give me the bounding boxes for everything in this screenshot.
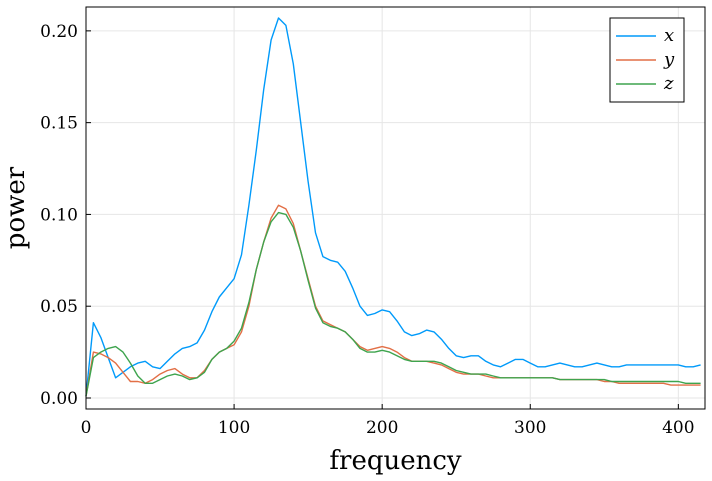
x-tick-label: 300 — [514, 418, 546, 438]
y-tick-label: 0.00 — [40, 389, 78, 409]
y-axis-label: power — [1, 166, 31, 249]
series-line-y — [85, 204, 701, 397]
legend-label-y: y — [663, 49, 675, 70]
series-line-z — [85, 211, 701, 397]
plot-frame — [85, 6, 706, 410]
series-line-x — [85, 17, 701, 397]
y-tick-label: 0.10 — [40, 205, 78, 225]
grid — [85, 7, 705, 409]
legend-label-x: x — [664, 25, 674, 46]
x-tick-label: 100 — [218, 418, 250, 438]
legend: xyz — [609, 17, 685, 103]
x-axis-label: frequency — [329, 446, 462, 476]
x-tick-label: 400 — [662, 418, 694, 438]
x-tick-label: 200 — [366, 418, 398, 438]
legend-label-z: z — [663, 73, 674, 94]
series-group — [85, 17, 701, 397]
x-tick-label: 0 — [81, 418, 92, 438]
axis-ticks: 0 100 200 300 400 0.00 0.05 0.10 0.15 0.20 — [40, 22, 694, 438]
y-tick-label: 0.15 — [40, 114, 78, 134]
y-tick-label: 0.05 — [40, 297, 78, 317]
y-tick-label: 0.20 — [40, 22, 78, 42]
